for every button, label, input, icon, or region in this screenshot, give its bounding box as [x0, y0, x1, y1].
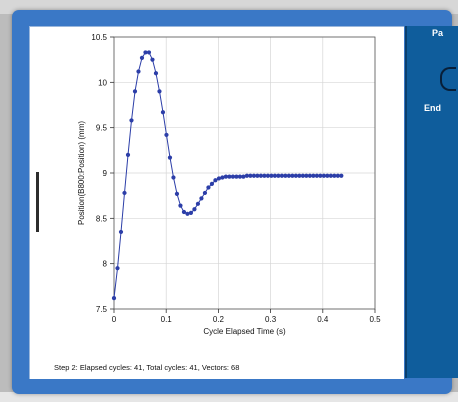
- data-point: [202, 190, 208, 196]
- data-point: [129, 118, 134, 123]
- x-tick-label: 0.3: [265, 315, 277, 324]
- status-text: Step 2: Elapsed cycles: 41, Total cycles…: [54, 363, 240, 372]
- data-point: [111, 296, 117, 301]
- grid-lines: [113, 36, 376, 310]
- x-tick-label: 0.2: [213, 315, 225, 324]
- data-point: [318, 173, 323, 178]
- data-point: [335, 173, 340, 178]
- data-point: [199, 196, 204, 201]
- side-panel-end-label: End: [424, 103, 441, 113]
- data-point: [174, 191, 180, 196]
- data-point: [307, 173, 312, 178]
- data-point: [321, 173, 326, 178]
- data-point: [332, 173, 337, 178]
- y-tick-label: 8: [103, 260, 108, 269]
- data-point: [276, 173, 281, 178]
- data-point: [241, 174, 246, 179]
- data-point: [206, 185, 211, 190]
- data-point: [192, 207, 197, 212]
- data-point: [297, 173, 302, 178]
- data-point: [265, 173, 270, 178]
- data-point: [272, 173, 277, 178]
- x-tick-label: 0.1: [161, 315, 173, 324]
- data-point: [167, 155, 173, 160]
- y-tick-label: 9: [103, 169, 108, 178]
- data-point: [213, 178, 218, 183]
- data-point: [290, 173, 295, 178]
- data-point: [143, 50, 148, 55]
- dial-icon[interactable]: [440, 67, 456, 91]
- data-point: [293, 173, 298, 178]
- data-point: [195, 201, 201, 206]
- data-point: [160, 110, 166, 115]
- data-point: [311, 173, 316, 178]
- data-point: [125, 152, 131, 157]
- data-point: [255, 173, 260, 178]
- data-point: [244, 173, 250, 178]
- data-point: [339, 173, 344, 178]
- data-point: [181, 209, 187, 215]
- data-point: [251, 173, 256, 178]
- data-point: [227, 174, 232, 179]
- data-point: [209, 181, 215, 186]
- y-tick-label: 8.5: [96, 214, 108, 223]
- x-axis-title: Cycle Elapsed Time (s): [203, 327, 286, 336]
- data-point: [286, 173, 291, 178]
- data-point: [136, 69, 141, 74]
- panel-splitter[interactable]: [36, 172, 39, 232]
- data-point: [223, 174, 229, 179]
- data-point: [258, 173, 263, 178]
- data-point: [164, 132, 169, 138]
- series-points: [111, 50, 344, 301]
- data-point: [220, 175, 225, 180]
- data-point: [146, 50, 152, 55]
- data-point: [248, 173, 253, 178]
- data-point: [304, 173, 309, 178]
- x-tick-label: 0.4: [317, 315, 329, 324]
- data-point: [188, 210, 194, 215]
- data-point: [216, 176, 222, 181]
- side-panel-top-label: Pa: [432, 28, 444, 38]
- side-panel: Pa End: [405, 26, 458, 378]
- x-tick-label: 0.5: [369, 315, 381, 324]
- data-point: [325, 173, 330, 178]
- y-axis-title: Position(B800:Position) (mm): [77, 121, 86, 225]
- y-tick-label: 10.5: [91, 33, 107, 42]
- data-point: [269, 173, 274, 178]
- y-tick-label: 10: [98, 78, 107, 87]
- data-point: [262, 173, 267, 178]
- y-tick-label: 7.5: [96, 305, 108, 314]
- data-point: [157, 89, 162, 94]
- data-point: [279, 173, 284, 178]
- data-point: [150, 57, 155, 62]
- data-point: [178, 203, 183, 208]
- chart-panel: 0 0.1 0.2 0.3 0.4 0.5 7.5 8 8.5 9 9.5 10 10.5 Cycle …: [29, 26, 404, 379]
- axis-ticks: 0 0.1 0.2 0.3 0.4 0.5 7.5 8 8.5 9 9.5 10 10.5: [91, 33, 381, 324]
- data-point: [132, 89, 138, 94]
- data-point: [300, 173, 305, 178]
- data-point: [153, 71, 159, 76]
- x-tick-label: 0: [112, 315, 117, 324]
- data-point: [283, 173, 288, 178]
- background-bottom: [0, 392, 458, 402]
- data-point: [234, 174, 239, 179]
- data-point: [185, 211, 190, 216]
- data-point: [171, 175, 176, 180]
- data-point: [230, 174, 236, 179]
- data-point: [115, 266, 120, 271]
- data-point: [328, 173, 333, 178]
- position-chart: 0 0.1 0.2 0.3 0.4 0.5 7.5 8 8.5 9 9.5 10 10.5 Cycle …: [77, 33, 381, 336]
- data-point: [118, 229, 124, 235]
- data-point: [139, 55, 145, 60]
- data-point: [237, 174, 243, 179]
- data-point: [122, 190, 127, 196]
- y-tick-label: 9.5: [96, 124, 108, 133]
- data-point: [314, 173, 319, 178]
